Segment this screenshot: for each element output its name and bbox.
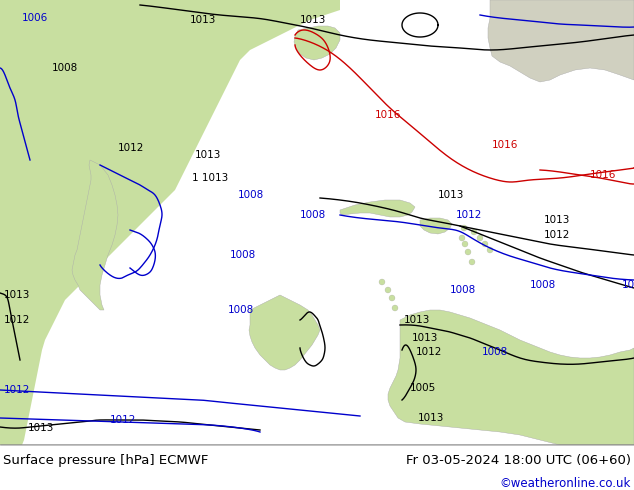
- Circle shape: [465, 249, 471, 255]
- Text: 1013: 1013: [300, 15, 327, 25]
- Text: 1006: 1006: [22, 13, 48, 23]
- Text: 1012: 1012: [118, 143, 145, 153]
- Circle shape: [461, 225, 467, 231]
- Text: 1012: 1012: [456, 210, 482, 220]
- Circle shape: [477, 235, 483, 241]
- Text: 1008: 1008: [230, 250, 256, 260]
- Text: 1013: 1013: [28, 423, 55, 433]
- Circle shape: [471, 229, 477, 235]
- Circle shape: [385, 287, 391, 293]
- Text: 1008: 1008: [622, 280, 634, 290]
- Polygon shape: [294, 26, 340, 60]
- Text: Surface pressure [hPa] ECMWF: Surface pressure [hPa] ECMWF: [3, 454, 209, 467]
- Text: 1013: 1013: [4, 290, 30, 300]
- Circle shape: [482, 241, 488, 247]
- Polygon shape: [420, 218, 452, 234]
- Text: 1012: 1012: [4, 385, 30, 395]
- Circle shape: [379, 279, 385, 285]
- Text: 1008: 1008: [482, 347, 508, 357]
- Text: 1012: 1012: [110, 415, 136, 425]
- Text: 1012: 1012: [4, 315, 30, 325]
- Circle shape: [469, 259, 475, 265]
- Polygon shape: [72, 160, 118, 310]
- Text: 1008: 1008: [52, 63, 78, 73]
- Polygon shape: [488, 0, 634, 82]
- Text: 1013: 1013: [544, 215, 571, 225]
- Text: 1016: 1016: [375, 110, 401, 120]
- Text: Fr 03-05-2024 18:00 UTC (06+60): Fr 03-05-2024 18:00 UTC (06+60): [406, 454, 631, 467]
- Text: 1016: 1016: [492, 140, 519, 150]
- Text: ©weatheronline.co.uk: ©weatheronline.co.uk: [500, 477, 631, 490]
- Circle shape: [459, 235, 465, 241]
- Circle shape: [392, 305, 398, 311]
- Text: 1012: 1012: [416, 347, 443, 357]
- Polygon shape: [340, 200, 415, 217]
- Text: 1013: 1013: [190, 15, 216, 25]
- Text: 1013: 1013: [412, 333, 438, 343]
- Circle shape: [389, 295, 395, 301]
- Text: 1016: 1016: [590, 170, 616, 180]
- Text: 1008: 1008: [530, 280, 556, 290]
- Circle shape: [487, 247, 493, 253]
- Text: 1013: 1013: [404, 315, 430, 325]
- Text: 1012: 1012: [544, 230, 571, 240]
- Text: 1008: 1008: [238, 190, 264, 200]
- Text: 1008: 1008: [450, 285, 476, 295]
- Text: 1005: 1005: [410, 383, 436, 393]
- Text: 1008: 1008: [228, 305, 254, 315]
- Text: 1013: 1013: [418, 413, 444, 423]
- Polygon shape: [0, 0, 340, 445]
- Polygon shape: [249, 295, 320, 370]
- Text: 1008: 1008: [300, 210, 327, 220]
- Text: 1013: 1013: [438, 190, 464, 200]
- Text: 1 1013: 1 1013: [192, 173, 228, 183]
- Polygon shape: [388, 310, 634, 445]
- Text: 1013: 1013: [195, 150, 221, 160]
- Circle shape: [462, 241, 468, 247]
